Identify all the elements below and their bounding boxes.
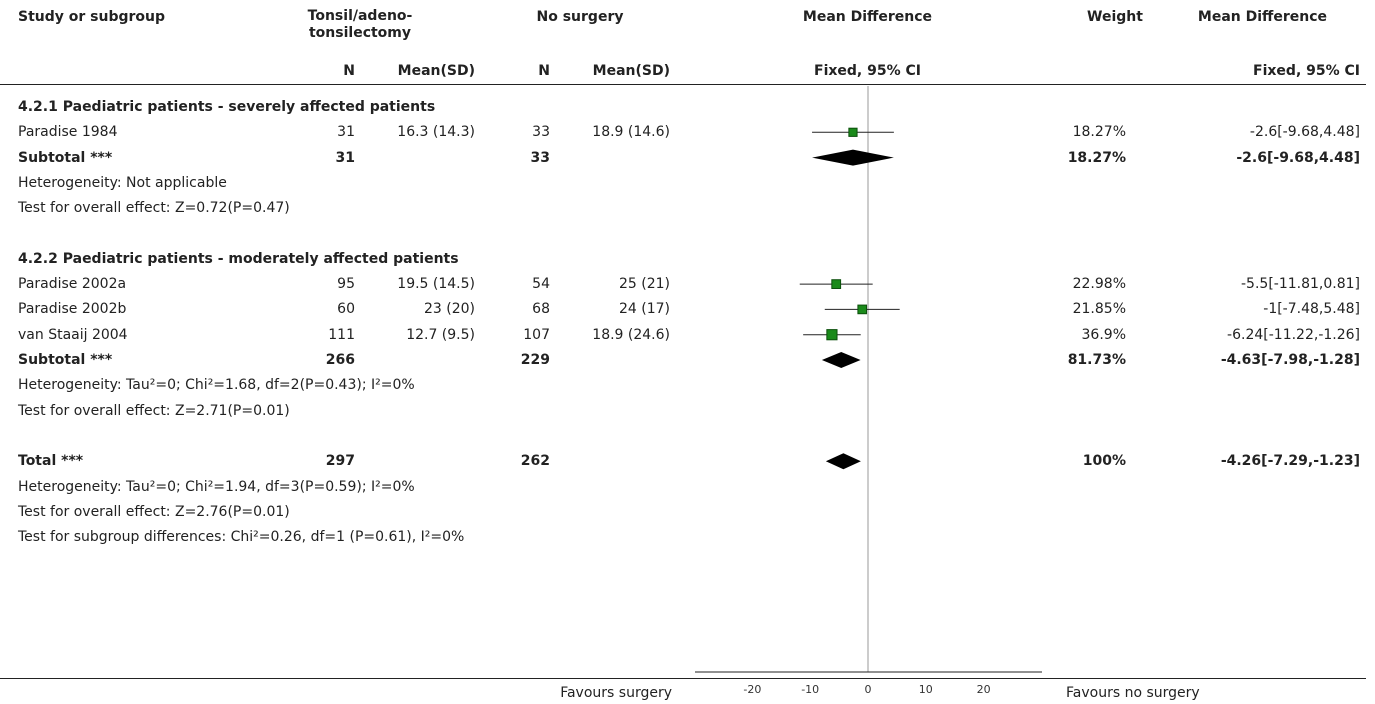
mean-sd-1-value: 23 (20): [423, 301, 475, 318]
n2-value: 68: [532, 301, 550, 318]
mean-sd-1-value: 12.7 (9.5): [406, 326, 475, 343]
header-study: Study or subgroup: [18, 9, 166, 25]
note-label: Heterogeneity: Tau²=0; Chi²=1.68, df=2(P…: [18, 377, 415, 394]
effect-ci-value: -2.6[-9.68,4.48]: [1236, 149, 1360, 166]
study-label: Paradise 2002a: [18, 276, 127, 293]
header-effect: Mean Difference: [802, 9, 933, 25]
subtotal-label: Total ***: [18, 453, 84, 470]
x-tick-label: 10: [919, 683, 933, 696]
n2-value: 33: [532, 124, 550, 141]
header-group2: No surgery: [536, 9, 624, 25]
heading-label: 4.2.1 Paediatric patients - severely aff…: [18, 99, 436, 115]
n1-value: 31: [335, 149, 355, 166]
header-mean2: Mean(SD): [592, 63, 670, 79]
header-effect2: Mean Difference: [1197, 9, 1328, 25]
footer-rule: [0, 678, 1366, 679]
effect-ci-value: -4.26[-7.29,-1.23]: [1220, 453, 1360, 470]
effect-square: [848, 127, 858, 137]
mean-sd-1-value: 16.3 (14.3): [397, 124, 475, 141]
subtotal-label: Subtotal ***: [18, 352, 113, 368]
n1-value: 31: [337, 124, 355, 141]
mean-sd-1-value: 19.5 (14.5): [397, 276, 475, 293]
study-label: van Staaij 2004: [18, 326, 128, 343]
x-tick-label: 0: [865, 683, 872, 696]
note-label: Test for overall effect: Z=2.71(P=0.01): [18, 402, 290, 419]
weight-value: 81.73%: [1067, 352, 1126, 368]
n2-value: 229: [520, 352, 550, 368]
header-group1: Tonsil/adeno- tonsilectomy: [307, 8, 413, 41]
note-label: Heterogeneity: Tau²=0; Chi²=1.94, df=3(P…: [18, 478, 415, 495]
favours-left-label: Favours surgery: [560, 685, 672, 701]
header-weight: Weight: [1087, 9, 1143, 25]
weight-value: 100%: [1082, 453, 1126, 470]
summary-diamond: [821, 352, 861, 368]
summary-diamond: [812, 149, 894, 166]
header-n2: N: [538, 63, 550, 79]
study-label: Paradise 1984: [18, 124, 118, 141]
x-tick-label: -10: [801, 683, 819, 696]
n1-value: 95: [337, 276, 355, 293]
weight-value: 21.85%: [1072, 301, 1126, 318]
note-label: Test for overall effect: Z=0.72(P=0.47): [18, 200, 290, 217]
n1-value: 60: [337, 301, 355, 318]
n1-value: 111: [328, 326, 355, 343]
effect-square: [831, 279, 842, 289]
header-rule: [0, 84, 1366, 85]
effect-square: [826, 329, 838, 341]
mean-sd-2-value: 18.9 (24.6): [592, 326, 670, 343]
weight-value: 18.27%: [1072, 124, 1126, 141]
weight-value: 22.98%: [1072, 276, 1126, 293]
n2-value: 33: [530, 149, 550, 166]
header-method2: Fixed, 95% CI: [1253, 63, 1360, 79]
effect-ci-value: -2.6[-9.68,4.48]: [1249, 124, 1360, 141]
mean-sd-2-value: 24 (17): [618, 301, 670, 318]
effect-ci-value: -4.63[-7.98,-1.28]: [1220, 352, 1360, 368]
header-n1: N: [343, 63, 355, 79]
mean-sd-2-value: 18.9 (14.6): [592, 124, 670, 141]
weight-value: 36.9%: [1081, 326, 1126, 343]
note-label: Test for subgroup differences: Chi²=0.26…: [18, 529, 465, 546]
mean-sd-2-value: 25 (21): [618, 276, 670, 293]
effect-square: [857, 304, 868, 315]
n1-value: 297: [325, 453, 355, 470]
summary-diamond: [825, 453, 861, 470]
effect-ci-value: -6.24[-11.22,-1.26]: [1227, 326, 1360, 343]
note-label: Test for overall effect: Z=2.76(P=0.01): [18, 503, 290, 520]
effect-ci-value: -1[-7.48,5.48]: [1263, 301, 1360, 318]
x-tick-label: -20: [743, 683, 761, 696]
header-mean1: Mean(SD): [397, 63, 475, 79]
n1-value: 266: [325, 352, 355, 368]
n2-value: 107: [523, 326, 550, 343]
effect-ci-value: -5.5[-11.81,0.81]: [1241, 276, 1360, 293]
x-tick-label: 20: [977, 683, 991, 696]
n2-value: 262: [520, 453, 550, 470]
note-label: Heterogeneity: Not applicable: [18, 174, 227, 191]
favours-right-label: Favours no surgery: [1066, 685, 1200, 701]
header-method: Fixed, 95% CI: [814, 63, 921, 79]
n2-value: 54: [532, 276, 550, 293]
weight-value: 18.27%: [1067, 149, 1126, 166]
subtotal-label: Subtotal ***: [18, 149, 113, 166]
study-label: Paradise 2002b: [18, 301, 127, 318]
heading-label: 4.2.2 Paediatric patients - moderately a…: [18, 250, 459, 267]
